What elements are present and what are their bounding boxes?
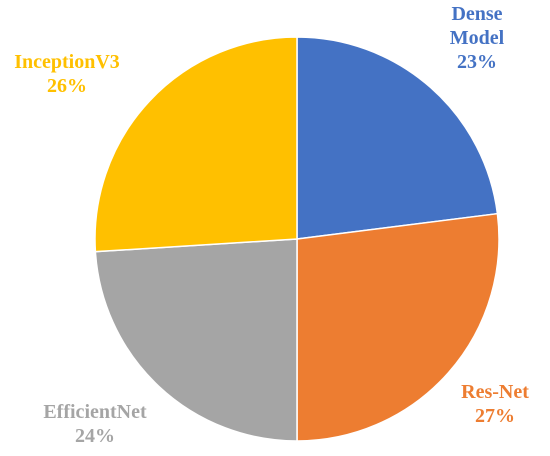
slice-label-res-net: Res-Net 27% [461,381,529,427]
pie-slice-efficientnet [94,238,298,442]
slice-label-line: 23% [457,51,497,73]
slice-label-line: Model [450,27,505,49]
slice-label-line: 27% [475,405,515,427]
slice-label-efficientnet: EfficientNet 24% [43,401,147,447]
pie-slices [94,36,500,442]
pie-slice-dense-model [296,36,499,240]
pie-slice-inceptionv3 [94,36,298,253]
slice-label-line: Dense [451,3,502,25]
slice-label-line: 24% [75,425,115,447]
slice-label-dense-model: Dense Model 23% [450,3,505,73]
slice-labels: Dense Model 23% Res-Net 27% EfficientNet 24% In… [14,3,529,447]
slice-label-line: 26% [47,75,87,97]
slice-label-inceptionv3: InceptionV3 26% [14,51,120,97]
slice-label-line: EfficientNet [43,401,147,423]
slice-label-line: Res-Net [461,381,529,403]
pie-slice-res-net [296,212,500,442]
slice-label-line: InceptionV3 [14,51,120,73]
